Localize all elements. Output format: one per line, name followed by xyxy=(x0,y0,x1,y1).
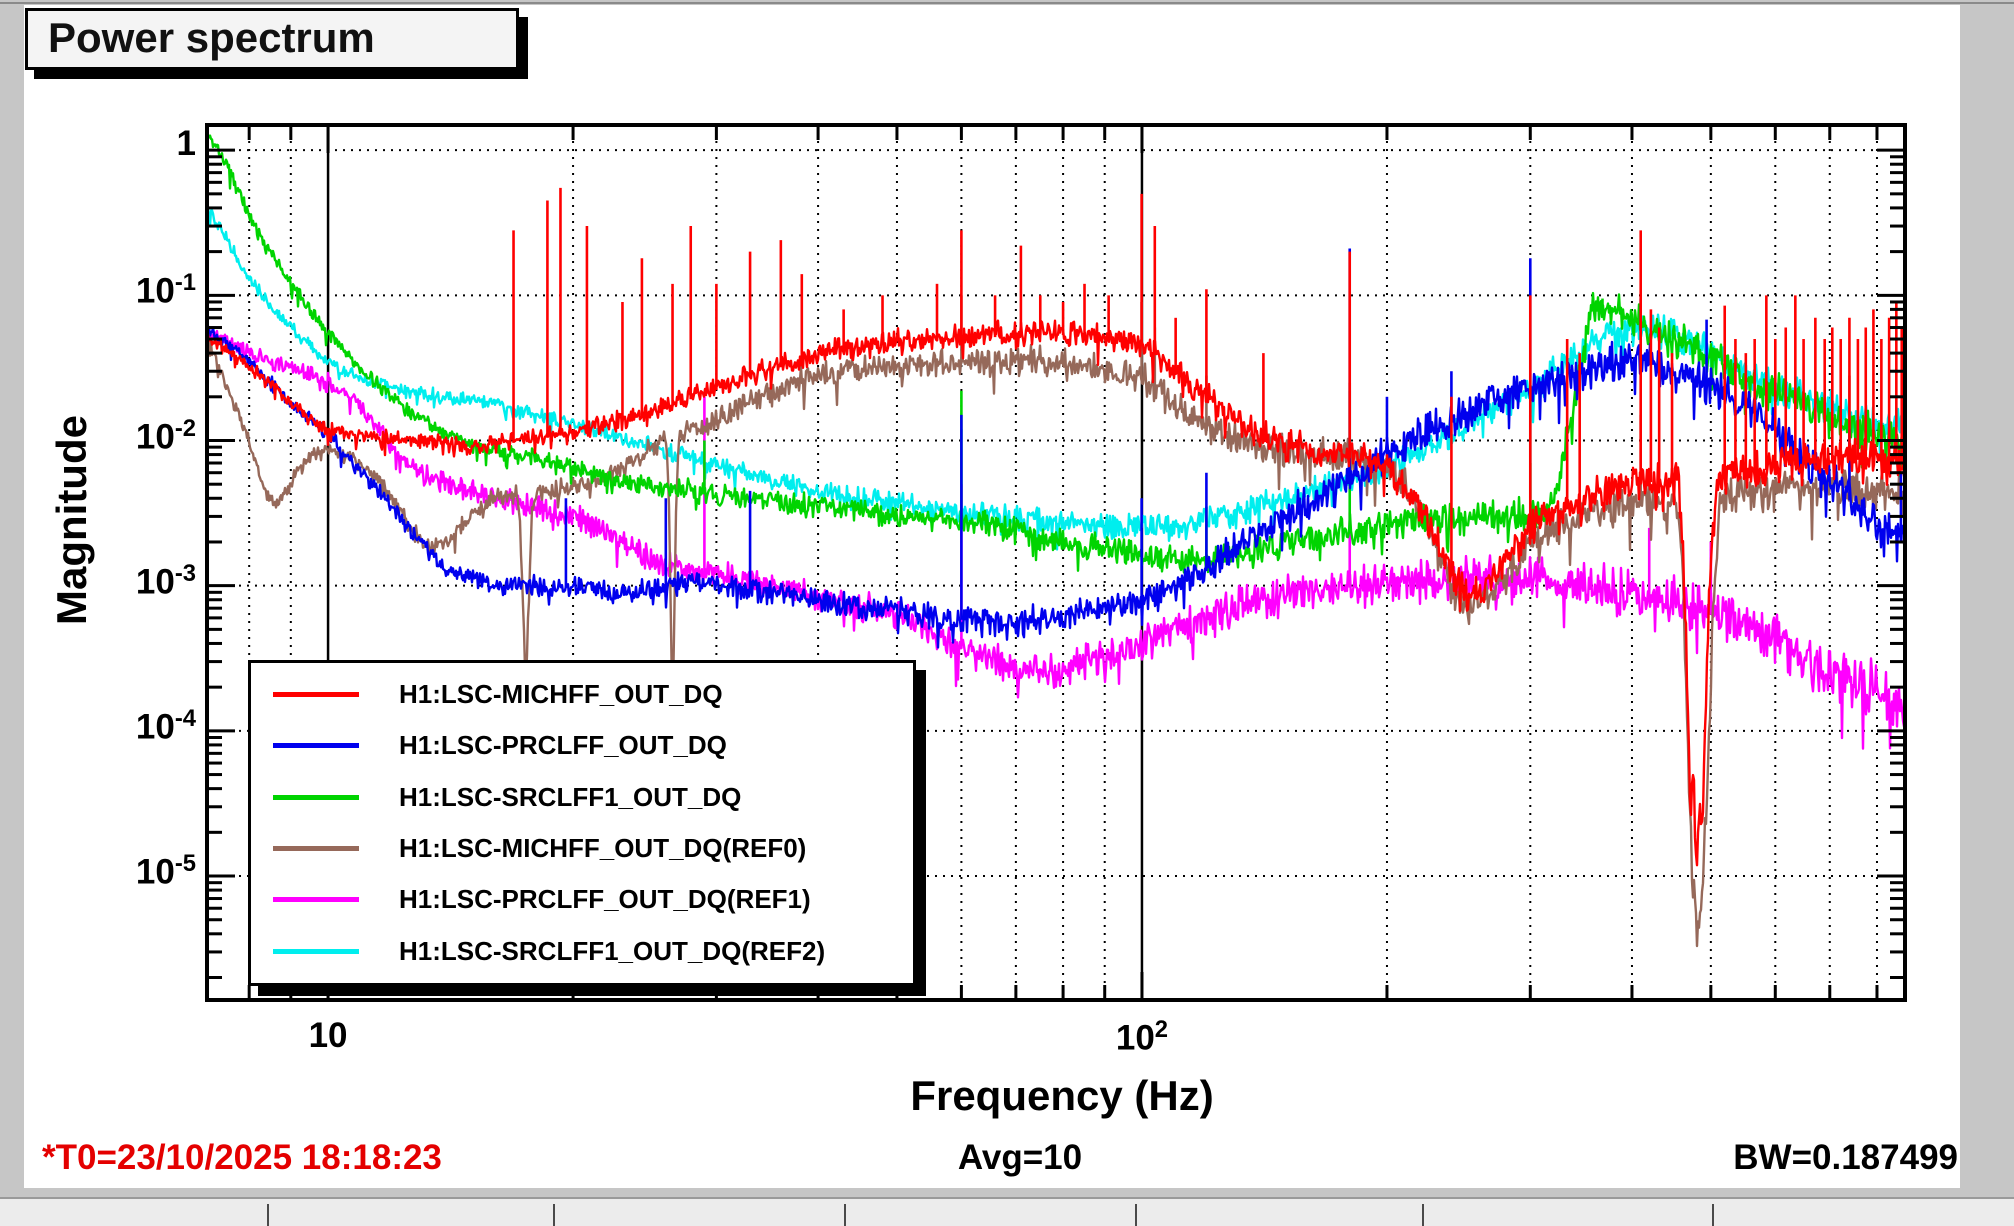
legend-line-swatch xyxy=(273,846,359,852)
trace-H1:LSC-SRCLFF1_OUT_DQ xyxy=(207,130,1905,575)
legend-item: H1:LSC-PRCLFF_OUT_DQ xyxy=(251,723,913,769)
plot-frame xyxy=(205,123,1907,1002)
legend-item: H1:LSC-MICHFF_OUT_DQ xyxy=(251,672,913,718)
toolbar-separator xyxy=(267,1204,269,1226)
legend-item: H1:LSC-SRCLFF1_OUT_DQ(REF2) xyxy=(251,928,913,974)
trace-H1:LSC-MICHFF_OUT_DQ xyxy=(207,319,1905,867)
bw-value: BW=0.187499 xyxy=(1733,1138,1958,1177)
bottom-toolbar-strip xyxy=(0,1197,2014,1226)
toolbar-separator xyxy=(844,1204,846,1226)
legend-item: H1:LSC-MICHFF_OUT_DQ(REF0) xyxy=(251,826,913,872)
legend-line-swatch xyxy=(273,897,359,903)
legend: H1:LSC-MICHFF_OUT_DQ H1:LSC-PRCLFF_OUT_DQ… xyxy=(248,660,916,986)
toolbar-separator xyxy=(553,1204,555,1226)
t0-timestamp: *T0=23/10/2025 18:18:23 xyxy=(42,1138,442,1177)
window-top-edge xyxy=(0,2,2014,4)
legend-label: H1:LSC-MICHFF_OUT_DQ(REF0) xyxy=(399,833,807,864)
page-title: Power spectrum xyxy=(48,14,375,61)
legend-item: H1:LSC-PRCLFF_OUT_DQ(REF1) xyxy=(251,877,913,923)
legend-label: H1:LSC-SRCLFF1_OUT_DQ(REF2) xyxy=(399,935,826,966)
title-box: Power spectrum xyxy=(25,8,519,70)
legend-label: H1:LSC-MICHFF_OUT_DQ xyxy=(399,679,723,710)
legend-line-swatch xyxy=(273,692,359,698)
trace-H1:LSC-PRCLFF_OUT_DQ xyxy=(207,325,1905,649)
legend-label: H1:LSC-SRCLFF1_OUT_DQ xyxy=(399,781,742,812)
trace-H1:LSC-SRCLFF1_OUT_DQ(REF2) xyxy=(207,206,1905,551)
legend-line-swatch xyxy=(273,794,359,800)
legend-label: H1:LSC-PRCLFF_OUT_DQ(REF1) xyxy=(399,884,811,915)
toolbar-separator xyxy=(1422,1204,1424,1226)
legend-label: H1:LSC-PRCLFF_OUT_DQ xyxy=(399,730,727,761)
toolbar-separator xyxy=(1712,1204,1714,1226)
trace-H1:LSC-MICHFF_OUT_DQ(REF0) xyxy=(207,336,1905,948)
avg-value: Avg=10 xyxy=(957,1138,1083,1177)
axis-ticks xyxy=(209,127,1903,998)
legend-line-swatch xyxy=(273,948,359,954)
legend-item: H1:LSC-SRCLFF1_OUT_DQ xyxy=(251,774,913,820)
legend-line-swatch xyxy=(273,743,359,749)
toolbar-separator xyxy=(1135,1204,1137,1226)
